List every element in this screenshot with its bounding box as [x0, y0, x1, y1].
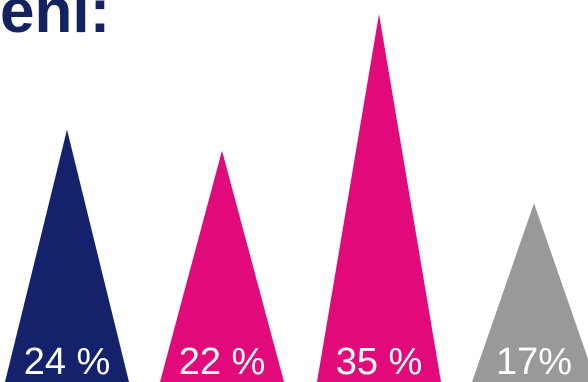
- triangle-bar-1: [5, 129, 129, 382]
- chart-marks: 24 % 22 % 35 % 17%: [5, 14, 588, 382]
- triangle-bar-3: [317, 14, 441, 382]
- chart-title: enl:: [0, 0, 111, 46]
- triangle-bar-2: [160, 150, 284, 382]
- triangle-bar-4: [472, 203, 588, 382]
- data-label-1: 24 %: [24, 341, 111, 382]
- data-label-4: 17%: [496, 341, 572, 382]
- data-label-2: 22 %: [179, 341, 266, 382]
- data-label-3: 35 %: [336, 341, 423, 382]
